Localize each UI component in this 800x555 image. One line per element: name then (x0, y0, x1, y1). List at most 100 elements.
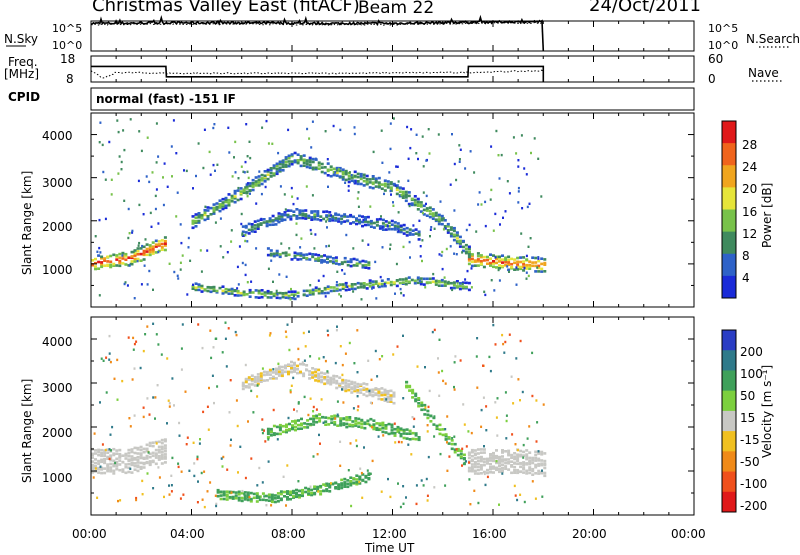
power-speckle (219, 217, 222, 220)
power-cell-2 (404, 190, 408, 194)
velocity-cell-0 (91, 456, 94, 459)
power-speckle (468, 223, 471, 227)
velocity-cell-5 (307, 489, 311, 493)
velocity-cell-2 (389, 400, 393, 403)
velocity-cell-3 (306, 426, 310, 429)
velocity-cell-3 (387, 432, 391, 436)
velocity-cell-4 (459, 455, 463, 458)
velocity-cell-1 (507, 449, 511, 453)
velocity-speckle (317, 490, 320, 493)
velocity-cell-0 (145, 454, 149, 458)
velocity-cell-2 (290, 364, 293, 367)
velocity-cell-0 (148, 452, 152, 456)
power-cell-2 (233, 189, 237, 193)
power-speckle (396, 165, 399, 168)
power-cell-4 (302, 253, 306, 257)
power-cell-5 (410, 278, 414, 282)
power-speckle (408, 204, 411, 208)
power-cell-0 (142, 251, 146, 255)
velocity-speckle (114, 461, 117, 465)
velocity-speckle (381, 355, 384, 358)
power-speckle (137, 179, 140, 183)
velocity-cell-5 (264, 498, 268, 502)
power-cell-2 (239, 190, 243, 193)
power-cell-2 (383, 189, 387, 192)
velocity-cell-5 (334, 486, 338, 489)
power-speckle (233, 156, 235, 159)
power-speckle (392, 117, 395, 120)
velocity-speckle (230, 491, 233, 494)
power-cell-1 (489, 253, 492, 256)
velocity-speckle (526, 437, 529, 440)
power-speckle (527, 245, 530, 248)
velocity-speckle (519, 339, 522, 343)
power-cell-2 (248, 189, 252, 192)
velocity-cell-4 (429, 414, 433, 418)
power-cell-3 (369, 222, 373, 225)
power-cell-4 (299, 257, 303, 261)
velocity-cell-3 (333, 420, 337, 424)
power-speckle (371, 287, 373, 290)
power-cell-2 (449, 226, 453, 229)
power-cell-3 (274, 223, 278, 226)
velocity-cell-3 (360, 426, 364, 429)
velocity-cell-0 (127, 448, 131, 452)
velocity-speckle (356, 329, 359, 332)
velocity-cell-1 (534, 472, 538, 475)
velocity-cell-3 (312, 414, 316, 418)
velocity-speckle (185, 443, 188, 446)
power-cell-3 (346, 215, 350, 218)
velocity-cell-3 (417, 438, 421, 442)
power-speckle (244, 239, 247, 243)
velocity-cell-2 (353, 381, 357, 384)
velocity-speckle (213, 401, 215, 405)
velocity-cell-0 (106, 463, 110, 466)
velocity-speckle (459, 359, 462, 362)
velocity-speckle (536, 421, 539, 424)
velocity-colorbar-swatch (722, 370, 736, 392)
power-cbar-label: Power [dB] (760, 183, 774, 248)
velocity-cell-3 (378, 427, 382, 431)
power-cell-2 (269, 175, 273, 178)
velocity-colorbar-frame (721, 329, 737, 513)
velocity-speckle (424, 406, 427, 409)
velocity-speckle (202, 410, 205, 414)
velocity-cell-3 (278, 423, 282, 427)
power-speckle (238, 245, 241, 248)
power-cell-4 (290, 258, 294, 261)
velocity-speckle (486, 475, 489, 479)
velocity-cell-0 (103, 458, 107, 461)
power-cell-5 (452, 281, 456, 284)
velocity-cell-0 (94, 465, 97, 468)
velocity-speckle (336, 325, 338, 328)
power-cell-2 (440, 217, 444, 220)
velocity-speckle (326, 329, 329, 332)
power-speckle (451, 133, 453, 136)
power-cell-2 (362, 173, 366, 177)
velocity-cell-3 (327, 416, 331, 420)
velocity-cell-3 (312, 423, 316, 426)
velocity-speckle (227, 327, 230, 330)
velocity-cell-1 (486, 468, 489, 472)
velocity-cell-1 (516, 468, 520, 472)
velocity-cell-0 (154, 440, 158, 444)
velocity-speckle (155, 333, 158, 336)
velocity-cell-0 (115, 460, 119, 464)
power-cell-0 (139, 247, 143, 250)
power-speckle (517, 159, 520, 162)
power-cell-2 (245, 187, 249, 190)
power-cell-3 (381, 228, 385, 231)
velocity-speckle (542, 403, 545, 406)
velocity-cell-0 (154, 456, 158, 459)
velocity-speckle (261, 431, 264, 435)
power-cell-2 (296, 161, 300, 165)
velocity-cell-2 (383, 399, 387, 402)
velocity-cell-4 (420, 408, 424, 412)
power-speckle (459, 148, 462, 151)
velocity-cell-0 (133, 464, 137, 468)
power-speckle (494, 212, 497, 216)
power-cell-3 (381, 222, 385, 225)
power-cell-5 (254, 289, 258, 292)
power-speckle (340, 222, 343, 225)
power-cell-3 (298, 211, 302, 214)
